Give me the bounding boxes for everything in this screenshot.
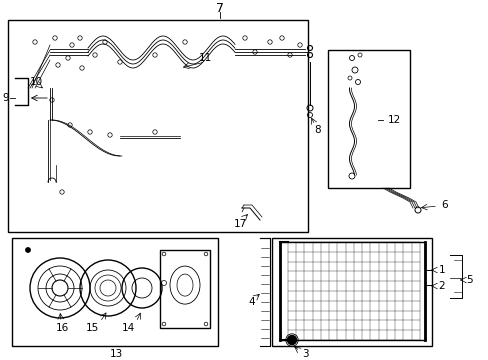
Text: 6: 6 xyxy=(441,200,447,210)
Text: 9: 9 xyxy=(2,93,9,103)
Circle shape xyxy=(26,248,30,252)
Circle shape xyxy=(287,336,296,345)
Text: 16: 16 xyxy=(55,323,68,333)
Text: 10: 10 xyxy=(29,77,42,87)
Text: 15: 15 xyxy=(85,323,99,333)
Bar xyxy=(271,238,431,346)
Text: 5: 5 xyxy=(466,275,472,285)
Text: 14: 14 xyxy=(121,323,134,333)
Text: 8: 8 xyxy=(314,125,321,135)
Bar xyxy=(12,238,218,346)
Text: 4: 4 xyxy=(248,297,255,307)
Text: 2: 2 xyxy=(438,281,445,291)
Text: 3: 3 xyxy=(301,349,307,359)
Text: 1: 1 xyxy=(438,265,445,275)
Text: 11: 11 xyxy=(198,53,211,63)
Bar xyxy=(160,250,209,328)
Text: 17: 17 xyxy=(233,219,246,229)
Bar xyxy=(327,50,409,188)
Text: 7: 7 xyxy=(216,1,224,14)
Text: 13: 13 xyxy=(109,349,122,359)
Bar xyxy=(8,20,307,232)
Text: 12: 12 xyxy=(387,115,401,125)
